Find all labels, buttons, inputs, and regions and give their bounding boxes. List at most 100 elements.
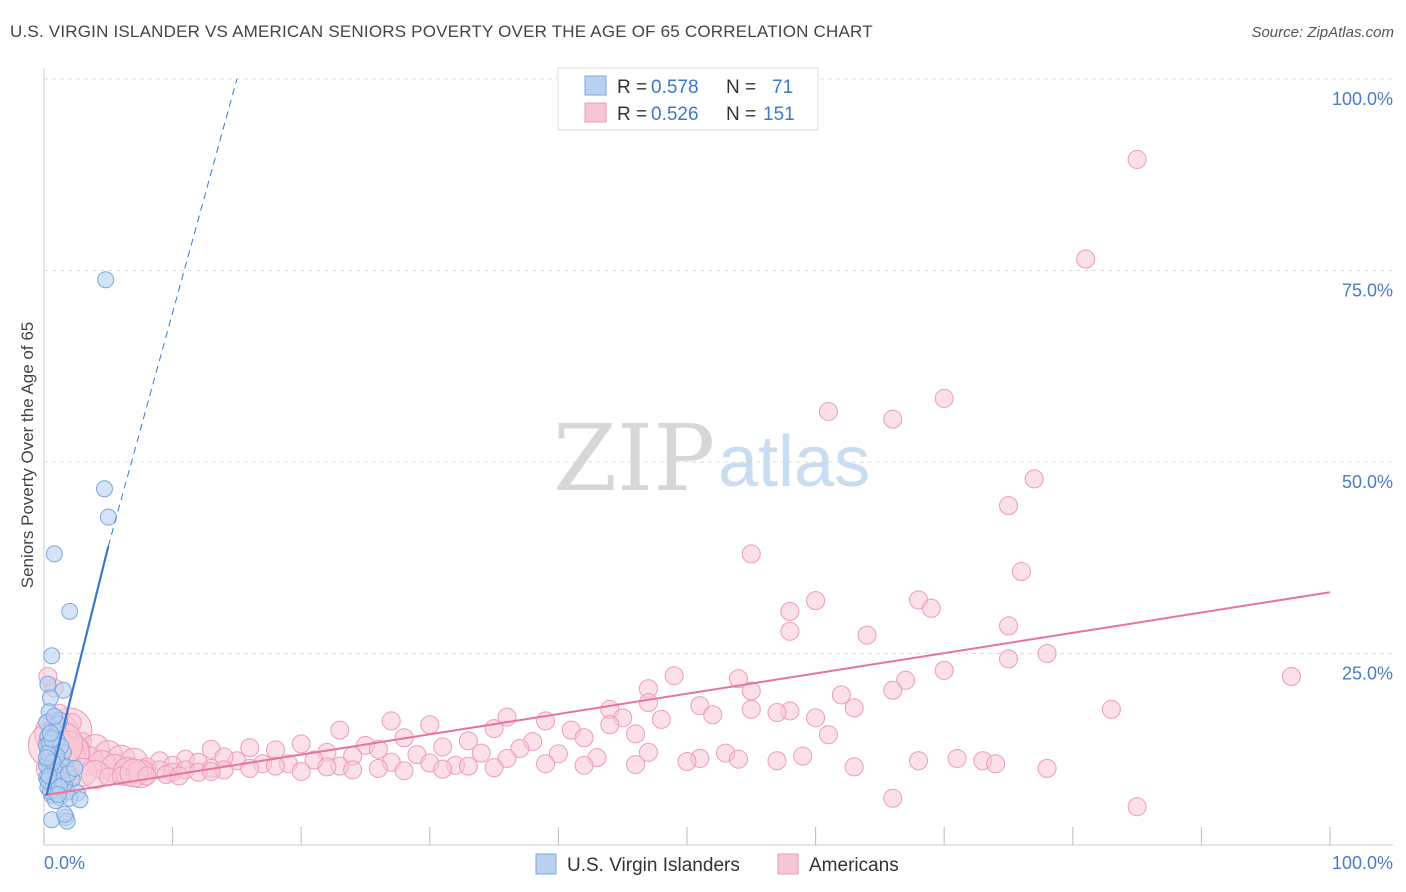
american-point [780, 601, 800, 621]
american-point [1127, 797, 1147, 817]
american-point [1037, 758, 1057, 778]
virgin-islander-point [99, 508, 117, 526]
american-point [844, 698, 864, 718]
virgin-islander-point [43, 647, 61, 665]
american-point [510, 738, 530, 758]
american-point [548, 744, 568, 764]
american-point [368, 758, 388, 778]
american-point [291, 734, 311, 754]
american-point [818, 401, 838, 421]
y-tick-label: 50.0% [1342, 472, 1393, 492]
american-point [137, 766, 157, 786]
y-axis-tick-labels: 25.0% 50.0% 75.0% 100.0% [1332, 89, 1393, 684]
american-point [458, 756, 478, 776]
virgin-islander-point [97, 271, 115, 289]
american-point [1076, 249, 1096, 269]
virgin-islander-point [66, 759, 84, 777]
virgin-islander-point [71, 791, 89, 809]
correlation-legend: R = 0.578 N = 71 R = 0.526 N = 151 [557, 67, 819, 131]
american-point [574, 728, 594, 748]
chart-source: Source: ZipAtlas.com [1251, 24, 1394, 41]
american-point [677, 752, 697, 772]
virgin-islander-point [45, 707, 63, 725]
american-point [638, 693, 658, 713]
american-point [265, 740, 285, 760]
american-point [883, 409, 903, 429]
american-point [433, 737, 453, 757]
american-point [626, 724, 646, 744]
virgin-islander-point [56, 805, 74, 823]
american-point [1024, 469, 1044, 489]
virgin-islander-point [61, 602, 79, 620]
american-point [793, 746, 813, 766]
american-point [999, 496, 1018, 516]
american-point [664, 666, 684, 686]
bottom-legend-label-blue: U.S. Virgin Islanders [567, 855, 740, 876]
american-point [600, 715, 620, 735]
american-point [1037, 644, 1057, 663]
legend-n-label-pink: N = [726, 104, 756, 125]
american-point [201, 761, 221, 781]
x-tick-label-max: 100.0% [1332, 853, 1393, 873]
x-axis-ticks [43, 827, 1331, 845]
legend-swatch-blue [584, 75, 607, 96]
american-point [651, 709, 671, 729]
grid-lines [44, 78, 1393, 654]
bottom-legend-label-pink: Americans [809, 855, 899, 876]
american-point [986, 754, 1006, 774]
american-point [420, 715, 440, 735]
american-point [908, 751, 928, 771]
american-point [728, 749, 748, 769]
american-point [947, 748, 967, 768]
american-point [883, 680, 903, 700]
legend-n-value-pink: 151 [763, 104, 795, 125]
american-point [780, 621, 800, 641]
trend-lines [43, 78, 1331, 797]
american-point [767, 751, 787, 771]
american-point [291, 761, 311, 781]
american-point [394, 761, 414, 781]
american-point [767, 702, 787, 722]
american-point [1101, 699, 1121, 719]
virgin-islander-point [38, 749, 56, 767]
american-point [240, 738, 260, 758]
virgin-islander-point [95, 480, 113, 498]
american-point [703, 705, 723, 725]
american-point [999, 649, 1018, 669]
american-point [1281, 666, 1301, 686]
american-point [626, 755, 646, 775]
american-point [690, 696, 710, 716]
virgin-islanders-trend-extension [107, 78, 238, 547]
american-point [484, 758, 504, 778]
american-point [741, 699, 761, 719]
legend-r-value-pink: 0.526 [651, 104, 699, 125]
virgin-islander-point [41, 724, 59, 742]
virgin-islander-point [45, 545, 63, 563]
american-point [381, 711, 401, 731]
american-point [806, 708, 826, 728]
american-point [1011, 562, 1031, 582]
american-point [536, 754, 556, 774]
american-point [818, 725, 838, 745]
virgin-islander-point [39, 675, 57, 693]
american-point [728, 669, 748, 689]
x-tick-label-min: 0.0% [44, 853, 85, 873]
american-point [458, 731, 478, 751]
virgin-islanders-trend-line [45, 545, 110, 796]
american-point [574, 755, 594, 775]
american-point [741, 544, 761, 564]
y-tick-label: 75.0% [1342, 281, 1393, 301]
legend-r-label-pink: R = [617, 104, 647, 125]
american-point [638, 742, 658, 762]
american-point [934, 388, 954, 408]
american-point [368, 739, 388, 759]
legend-n-label-blue: N = [726, 77, 756, 98]
american-point [934, 660, 954, 680]
american-point [896, 670, 916, 690]
american-point [497, 748, 517, 768]
series-legend: U.S. Virgin Islanders Americans [535, 853, 899, 876]
american-point [857, 625, 877, 645]
american-point [806, 591, 826, 611]
bottom-legend-swatch-blue [535, 853, 557, 875]
